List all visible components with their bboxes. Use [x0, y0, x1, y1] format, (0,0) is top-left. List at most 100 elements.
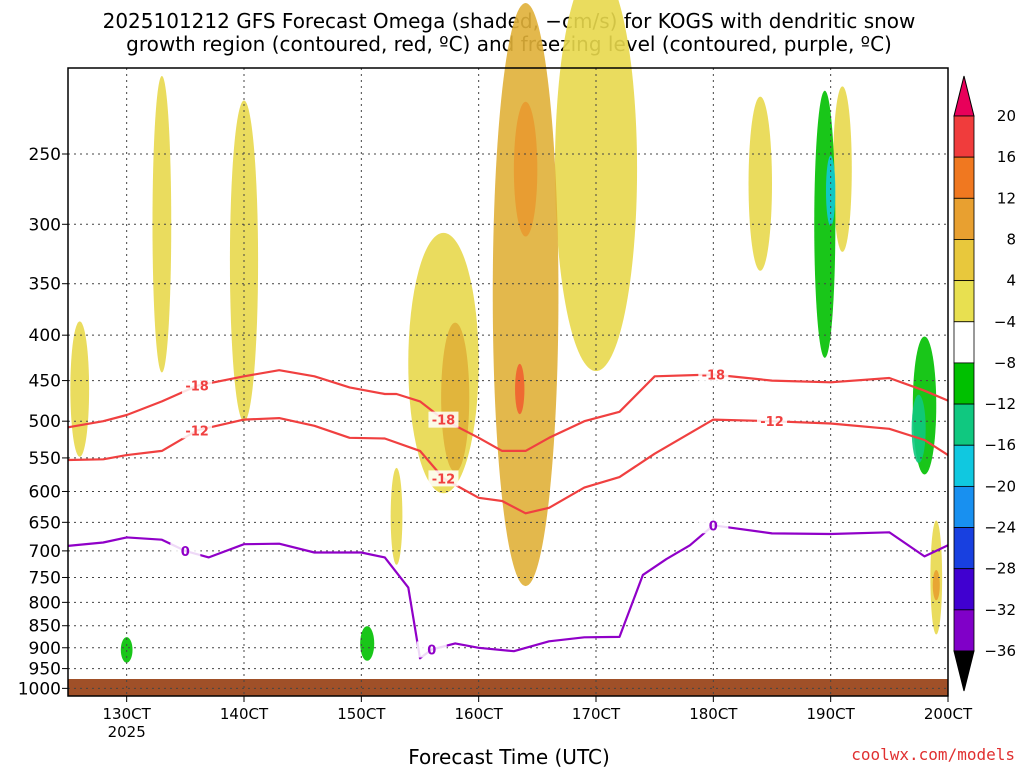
- y-tick-label: 700: [29, 542, 61, 562]
- y-tick-label: 250: [29, 145, 61, 165]
- colorbar-swatch: [953, 485, 975, 528]
- contour-label-bg: [757, 413, 787, 430]
- y-tick-label: 300: [29, 215, 61, 235]
- temperature-contours: -18 -18 -18 -12 -12 -12 0 0 0: [67, 366, 949, 660]
- omega-shade-blob: [492, 3, 559, 587]
- omega-shading: [70, 0, 943, 663]
- colorbar-label: −4: [994, 313, 1016, 331]
- y-tick-label: 550: [29, 449, 61, 469]
- colorbar-top-arrow: [953, 75, 975, 117]
- contour-label-bg: [428, 411, 459, 428]
- time-axis: 130CT 140CT 150CT 160CT 170CT 180CT 190CT 200CT…: [103, 696, 973, 741]
- contour-label: -18: [432, 414, 456, 429]
- colorbar-label: −32: [984, 601, 1016, 619]
- contour-label: -18: [702, 369, 726, 384]
- contour-label-bg: [416, 641, 447, 658]
- colorbar-label: −12: [984, 395, 1016, 413]
- y-tick-label: 750: [29, 568, 61, 588]
- colorbar-label: −36: [984, 642, 1016, 660]
- y-tick-label: 500: [29, 412, 61, 432]
- x-tick-label: 170CT: [572, 705, 621, 723]
- ground-band: [68, 679, 948, 696]
- contour-label-bg: [182, 377, 213, 394]
- site-credit: coolwx.com/models: [851, 745, 1015, 764]
- colorbar-label: −20: [984, 477, 1016, 495]
- colorbar-swatch: [953, 156, 975, 199]
- colorbar-swatch: [953, 239, 975, 282]
- colorbar-label: 20: [997, 107, 1016, 125]
- contour-line-0: [67, 524, 949, 660]
- colorbar-swatch: [953, 609, 975, 652]
- colorbar-label: −28: [984, 560, 1016, 578]
- x-tick-label: 150CT: [337, 705, 386, 723]
- y-tick-label: 400: [29, 326, 61, 346]
- omega-shade-blob: [120, 637, 133, 663]
- omega-shade-blob: [70, 321, 90, 457]
- colorbar-label: −16: [984, 436, 1016, 454]
- colorbar-label: 12: [997, 189, 1016, 207]
- colorbar-bottom-arrow: [953, 650, 975, 692]
- x-tick-label: 130CT: [103, 705, 152, 723]
- omega-shade-blob: [554, 0, 638, 372]
- contour-label-bg: [698, 366, 729, 383]
- ground-surface: [68, 679, 948, 696]
- colorbar-label: 8: [1006, 230, 1016, 248]
- omega-shade-blob: [515, 363, 525, 415]
- colorbar-label: 4: [1006, 272, 1016, 290]
- colorbar-label: 16: [997, 148, 1016, 166]
- colorbar-label: −8: [994, 354, 1016, 372]
- omega-colorbar: 20 16 12 8 4 −4 −8 −12 −16 −20 −24 −28 −32 −36: [953, 75, 1016, 692]
- colorbar-swatch: [953, 568, 975, 611]
- x-tick-label: 190CT: [807, 705, 856, 723]
- colorbar-swatch: [953, 362, 975, 405]
- colorbar-swatch: [953, 403, 975, 446]
- y-tick-label: 900: [29, 639, 61, 659]
- contour-label: 0: [709, 519, 718, 534]
- omega-shade-blob: [833, 86, 852, 252]
- contour-label: 0: [181, 545, 190, 560]
- omega-shade-blob: [441, 322, 470, 473]
- x-tick-label: 180CT: [689, 705, 738, 723]
- x-tick-label: 160CT: [455, 705, 504, 723]
- contour-label-bg: [428, 470, 459, 487]
- colorbar-swatch: [953, 444, 975, 487]
- colorbar-swatch: [953, 280, 975, 323]
- y-tick-label: 350: [29, 275, 61, 295]
- omega-shade-blob: [932, 569, 940, 601]
- x-tick-label: 200CT: [924, 705, 973, 723]
- contour-label: -18: [185, 380, 209, 395]
- plot-frame: [67, 67, 949, 697]
- omega-shade-blob: [360, 626, 375, 661]
- contour-label-bg: [170, 542, 201, 559]
- y-tick-label: 950: [29, 660, 61, 680]
- pressure-axis: 2503003504004505005506006507007508008509…: [18, 67, 949, 699]
- y-tick-label: 1000: [18, 679, 61, 699]
- omega-shade-blob: [513, 101, 538, 237]
- y-tick-label: 650: [29, 513, 61, 533]
- contour-label-bg: [698, 517, 729, 534]
- x-tick-label: 140CT: [220, 705, 269, 723]
- contour-label: 0: [427, 643, 436, 658]
- colorbar-swatch: [953, 321, 975, 364]
- x-axis-label: Forecast Time (UTC): [408, 745, 610, 768]
- y-tick-label: 450: [29, 372, 61, 392]
- omega-shade-blob: [748, 96, 772, 271]
- contour-label: -12: [760, 415, 784, 430]
- contour-label: -12: [185, 424, 209, 439]
- omega-shade-blob: [152, 76, 172, 373]
- y-tick-label: 600: [29, 482, 61, 502]
- omega-shade-blob: [825, 155, 836, 226]
- colorbar-swatch: [953, 115, 975, 158]
- colorbar-swatch: [953, 527, 975, 570]
- y-tick-label: 800: [29, 593, 61, 613]
- colorbar-swatch: [953, 197, 975, 240]
- x-year-label: 2025: [108, 723, 146, 741]
- y-tick-label: 850: [29, 617, 61, 637]
- contour-label: -12: [432, 472, 456, 487]
- omega-shade-blob: [911, 394, 926, 463]
- chart-title-line1: 2025101212 GFS Forecast Omega (shaded, −…: [103, 9, 916, 33]
- omega-shade-blob: [390, 467, 403, 565]
- colorbar-label: −24: [984, 519, 1016, 537]
- contour-label-bg: [182, 422, 213, 439]
